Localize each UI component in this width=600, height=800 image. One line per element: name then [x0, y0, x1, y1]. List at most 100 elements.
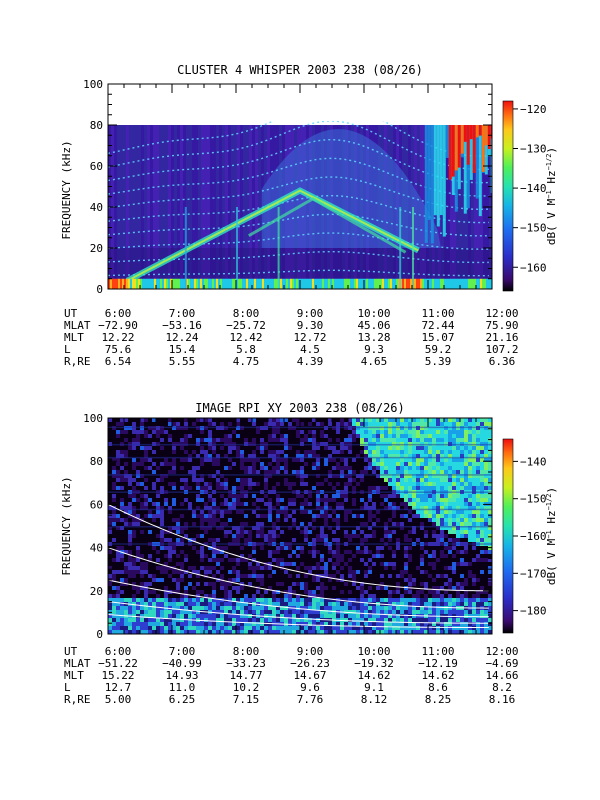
- heatmap-cell: [236, 446, 240, 450]
- heatmap-cell: [484, 486, 488, 490]
- texture-strip: [471, 125, 474, 289]
- heatmap-cell: [244, 598, 248, 602]
- heatmap-cell: [452, 514, 456, 518]
- harmonic-band: [108, 232, 489, 250]
- heatmap-cell: [388, 446, 392, 450]
- heatmap-cell: [240, 538, 244, 542]
- heatmap-cell: [396, 486, 400, 490]
- heatmap-cell: [196, 574, 200, 578]
- low-freq-emission: [384, 278, 386, 289]
- heatmap-cell: [260, 526, 264, 530]
- heatmap-cell: [292, 478, 296, 482]
- heatmap-cell: [416, 534, 420, 538]
- low-freq-emission: [300, 278, 302, 289]
- heatmap-cell: [148, 582, 152, 586]
- heatmap-cell: [232, 466, 236, 470]
- heatmap-cell: [472, 434, 476, 438]
- heatmap-cell: [156, 602, 160, 606]
- heatmap-cell: [260, 550, 264, 554]
- heatmap-cell: [460, 578, 464, 582]
- heatmap-cell: [448, 462, 452, 466]
- heatmap-cell: [456, 574, 460, 578]
- heatmap-cell: [404, 418, 408, 422]
- heatmap-cell: [396, 430, 400, 434]
- ephemeris-value: 59.2: [425, 343, 452, 356]
- heatmap-cell: [360, 434, 364, 438]
- low-freq-emission: [414, 278, 416, 289]
- heatmap-cell: [320, 538, 324, 542]
- heatmap-cell: [344, 510, 348, 514]
- heatmap-cell: [160, 546, 164, 550]
- heatmap-cell: [388, 530, 392, 534]
- heatmap-cell: [392, 558, 396, 562]
- heatmap-cell: [272, 574, 276, 578]
- heatmap-cell: [132, 530, 136, 534]
- heatmap-cell: [280, 518, 284, 522]
- heatmap-cell: [244, 558, 248, 562]
- heatmap-cell: [488, 526, 492, 530]
- heatmap-cell: [384, 422, 388, 426]
- heatmap-cell: [228, 534, 232, 538]
- heatmap-cell: [332, 510, 336, 514]
- intense-streak: [430, 125, 434, 244]
- heatmap-cell: [284, 486, 288, 490]
- heatmap-cell: [228, 494, 232, 498]
- heatmap-cell: [452, 570, 456, 574]
- heatmap-cell: [340, 518, 344, 522]
- heatmap-cell: [140, 550, 144, 554]
- heatmap-cell: [208, 586, 212, 590]
- heatmap-cell: [468, 502, 472, 506]
- heatmap-cell: [264, 582, 268, 586]
- heatmap-cell: [468, 466, 472, 470]
- heatmap-cell: [204, 422, 208, 426]
- heatmap-cell: [144, 530, 148, 534]
- low-freq-emission: [396, 278, 398, 289]
- heatmap-cell: [452, 478, 456, 482]
- heatmap-cell: [432, 534, 436, 538]
- heatmap-cell: [468, 598, 472, 602]
- heatmap-cell: [136, 430, 140, 434]
- heatmap-cell: [128, 458, 132, 462]
- heatmap-cell: [424, 534, 428, 538]
- texture-strip: [474, 125, 477, 289]
- heatmap-cell: [484, 422, 488, 426]
- heatmap-cell: [236, 578, 240, 582]
- heatmap-cell: [396, 474, 400, 478]
- heatmap-cell: [212, 422, 216, 426]
- heatmap-cell: [324, 418, 328, 422]
- heatmap-cell: [296, 510, 300, 514]
- heatmap-cell: [472, 498, 476, 502]
- heatmap-cell: [256, 494, 260, 498]
- heatmap-cell: [148, 462, 152, 466]
- heatmap-cell: [344, 446, 348, 450]
- heatmap-cell: [116, 450, 120, 454]
- heatmap-cell: [220, 574, 224, 578]
- heatmap-cell: [300, 434, 304, 438]
- heatmap-cell: [256, 534, 260, 538]
- heatmap-cell: [116, 594, 120, 598]
- heatmap-cell: [264, 498, 268, 502]
- low-freq-emission: [326, 278, 328, 289]
- heatmap-cell: [204, 602, 208, 606]
- heatmap-cell: [460, 494, 464, 498]
- low-freq-emission: [162, 278, 164, 289]
- heatmap-cell: [460, 566, 464, 570]
- heatmap-cell: [408, 526, 412, 530]
- heatmap-cell: [176, 418, 180, 422]
- heatmap-cell: [472, 590, 476, 594]
- heatmap-cell: [376, 462, 380, 466]
- ephemeris-value: 11:00: [421, 307, 454, 320]
- heatmap-cell: [180, 434, 184, 438]
- heatmap-cell: [420, 526, 424, 530]
- heatmap-cell: [428, 498, 432, 502]
- heatmap-cell: [380, 466, 384, 470]
- texture-strip: [129, 125, 132, 289]
- heatmap-cell: [160, 450, 164, 454]
- heatmap-cell: [344, 558, 348, 562]
- heatmap-cell: [376, 586, 380, 590]
- heatmap-cell: [400, 550, 404, 554]
- heatmap-cell: [332, 470, 336, 474]
- heatmap-cell: [296, 494, 300, 498]
- heatmap-cell: [488, 562, 492, 566]
- heatmap-cell: [456, 458, 460, 462]
